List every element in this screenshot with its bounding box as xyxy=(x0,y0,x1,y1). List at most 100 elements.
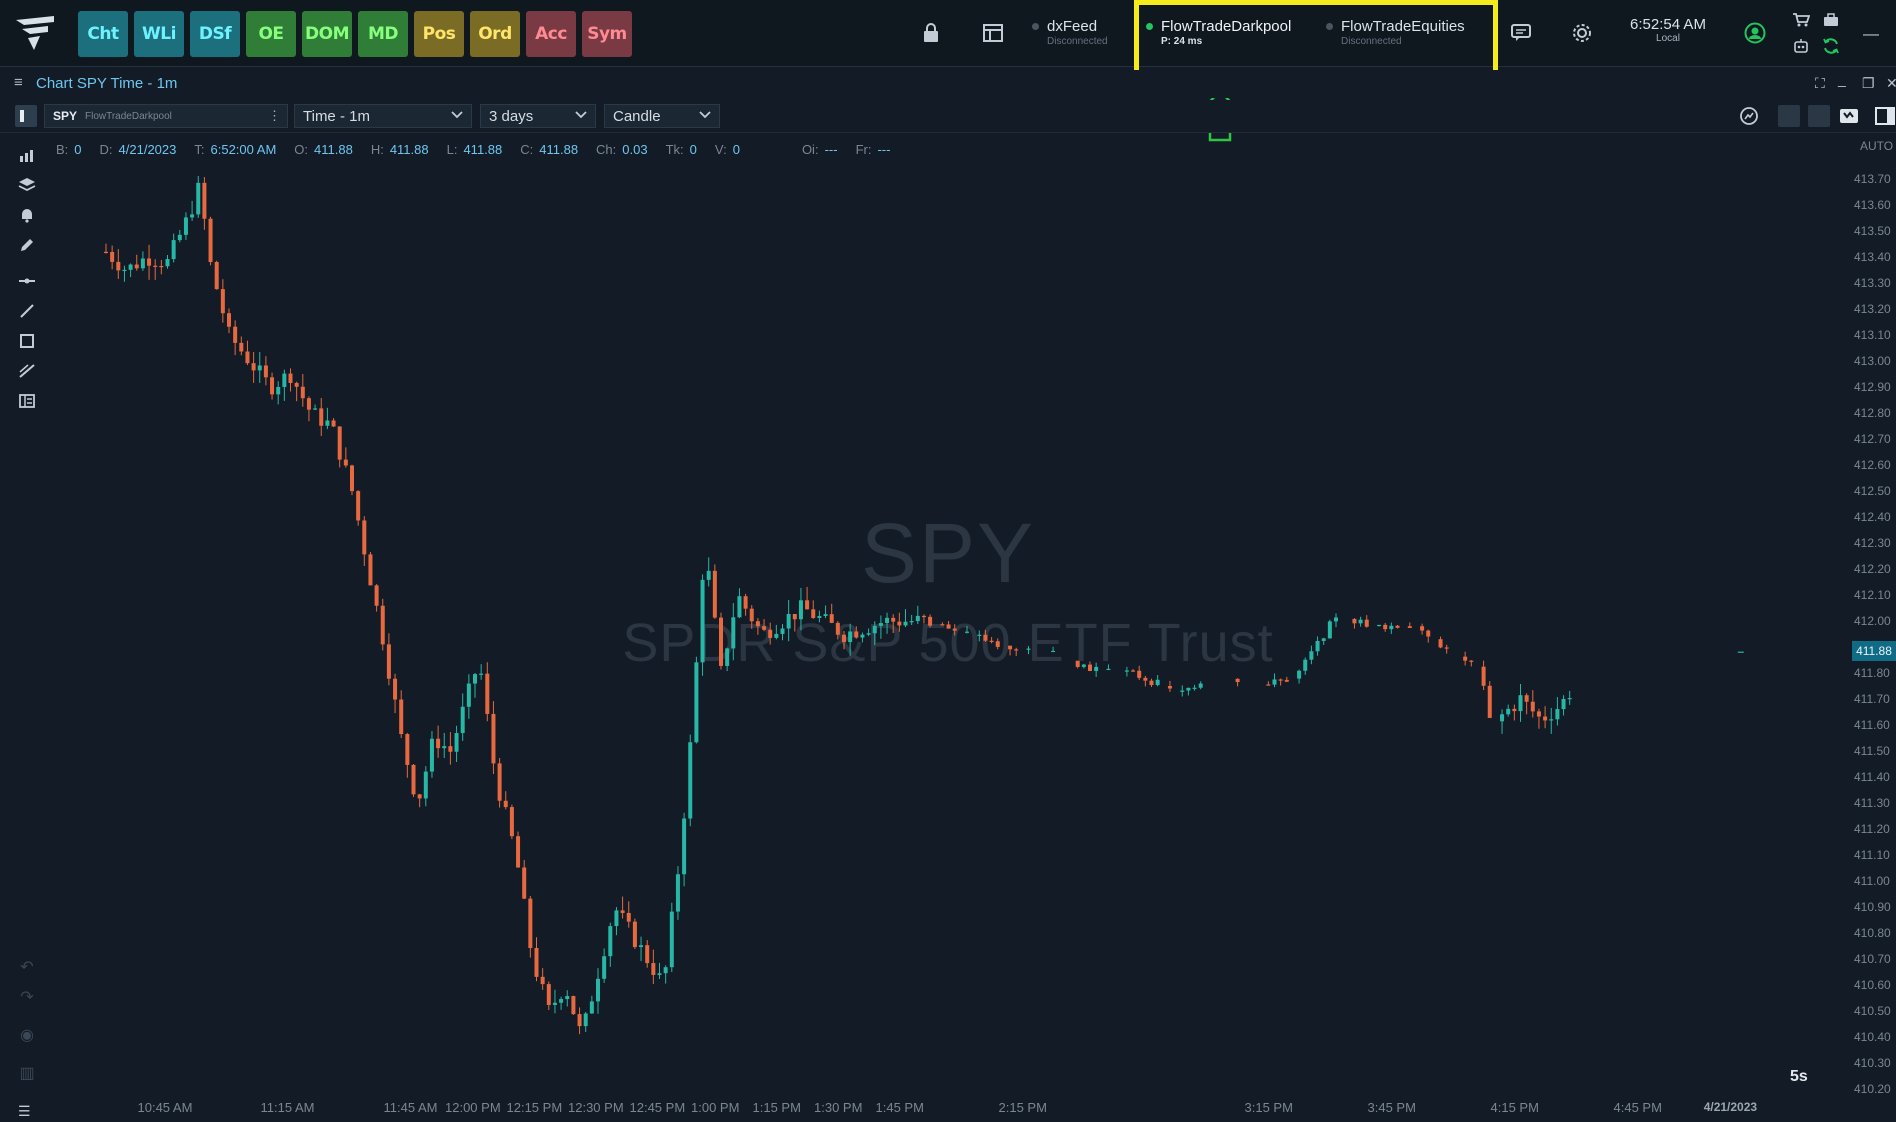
candle xyxy=(682,812,687,887)
range-dropdown[interactable]: 3 days xyxy=(480,104,596,128)
price-tick-label: 413.10 xyxy=(1854,328,1891,342)
time-tick-label: 1:15 PM xyxy=(752,1100,801,1115)
minimize-app-icon[interactable]: — xyxy=(1863,26,1879,43)
cup-icon[interactable] xyxy=(1808,105,1830,127)
template-icon[interactable] xyxy=(14,390,40,412)
candle xyxy=(577,1007,582,1035)
candle xyxy=(245,340,250,366)
restore-icon[interactable]: ❐ xyxy=(1862,75,1875,91)
grid-icon[interactable] xyxy=(1778,105,1800,127)
redo-icon[interactable]: ↷ xyxy=(20,989,34,1006)
candle xyxy=(565,990,570,1007)
chart-settings-icon[interactable] xyxy=(1838,105,1860,127)
gear-icon[interactable] xyxy=(1569,20,1595,46)
auto-scale-label[interactable]: AUTO xyxy=(1860,139,1894,153)
status-dot xyxy=(1146,23,1153,30)
price-tick-label: 413.60 xyxy=(1854,198,1891,212)
candle xyxy=(1549,707,1554,734)
candle xyxy=(608,922,613,967)
module-button-cht[interactable]: Cht xyxy=(78,11,128,57)
zoom-icon[interactable] xyxy=(1738,105,1760,127)
price-tick-label: 410.30 xyxy=(1854,1056,1891,1070)
module-button-pos[interactable]: Pos xyxy=(414,11,464,57)
candle xyxy=(921,614,926,624)
trash-icon[interactable]: ▥ xyxy=(19,1065,35,1082)
candle xyxy=(1198,681,1203,690)
briefcase-icon[interactable] xyxy=(1820,10,1842,30)
candle xyxy=(1124,666,1129,677)
feed-flowtradeequities[interactable]: FlowTradeEquities Disconnected xyxy=(1326,18,1465,47)
feed-flowtradedarkpool[interactable]: FlowTradeDarkpool P: 24 ms xyxy=(1146,18,1291,47)
ohlc-value: 0 xyxy=(732,142,740,157)
robot-icon[interactable] xyxy=(1790,36,1812,56)
menu-icon[interactable]: ≡ xyxy=(14,74,23,91)
candle xyxy=(891,614,896,634)
candle xyxy=(442,732,447,759)
candlestick-chart[interactable] xyxy=(46,134,1850,1094)
more-options-icon[interactable]: ⋮ xyxy=(268,108,281,123)
candle xyxy=(688,734,693,827)
candle xyxy=(1561,695,1566,716)
module-button-acc[interactable]: Acc xyxy=(526,11,576,57)
refresh-icon[interactable] xyxy=(1820,36,1842,56)
minimize-icon[interactable]: _ xyxy=(1838,71,1846,87)
cart-icon[interactable] xyxy=(1790,10,1812,30)
candle xyxy=(897,612,902,632)
ohlc-value: --- xyxy=(824,142,838,157)
ohlc-label: H: xyxy=(370,142,384,157)
time-tick-label: 1:00 PM xyxy=(691,1100,740,1115)
module-button-md[interactable]: MD xyxy=(358,11,408,57)
layout-icon[interactable] xyxy=(980,20,1006,46)
candle xyxy=(417,793,422,808)
module-button-sym[interactable]: Sym xyxy=(582,11,632,57)
lock-icon[interactable] xyxy=(918,20,944,46)
panel-toggle-icon[interactable] xyxy=(15,105,37,127)
price-tick-label: 412.50 xyxy=(1854,484,1891,498)
undo-icon[interactable]: ↶ xyxy=(20,959,34,976)
ohlc-label: B: xyxy=(56,142,69,157)
time-tick-label: 12:30 PM xyxy=(568,1100,624,1115)
chat-icon[interactable] xyxy=(1508,20,1534,46)
module-button-ord[interactable]: Ord xyxy=(470,11,520,57)
close-icon[interactable]: ✕ xyxy=(1886,75,1896,91)
timeframe-dropdown[interactable]: Time - 1m xyxy=(294,104,472,128)
candle xyxy=(940,622,945,626)
chart-style-dropdown[interactable]: Candle xyxy=(604,104,720,128)
ohlc-label: O: xyxy=(294,142,309,157)
horizontal-line-icon[interactable] xyxy=(14,270,40,292)
side-panel-icon[interactable] xyxy=(1874,105,1896,127)
price-tick-label: 410.70 xyxy=(1854,952,1891,966)
candle xyxy=(220,279,225,323)
rectangle-icon[interactable] xyxy=(14,330,40,352)
symbol-selector[interactable]: SPY FlowTradeDarkpool ⋮ xyxy=(44,104,288,128)
fibonacci-icon[interactable] xyxy=(14,360,40,382)
module-button-dsf[interactable]: DSf xyxy=(190,11,240,57)
candle xyxy=(104,243,108,254)
candle xyxy=(1334,613,1338,628)
layers-icon[interactable] xyxy=(14,174,40,196)
price-tick-label: 411.20 xyxy=(1854,822,1890,836)
price-tick-label: 413.30 xyxy=(1854,276,1891,290)
candle xyxy=(214,260,219,290)
price-axis[interactable]: 413.70 413.60 413.50 413.40 413.30 413.20 413.… xyxy=(1850,134,1896,1122)
trend-line-icon[interactable] xyxy=(14,300,40,322)
user-profile-icon[interactable] xyxy=(1742,20,1768,46)
module-button-dom[interactable]: DOM xyxy=(302,11,352,57)
candle xyxy=(380,598,385,651)
candle xyxy=(743,593,748,616)
module-button-oe[interactable]: OE xyxy=(246,11,296,57)
module-button-wli[interactable]: WLi xyxy=(134,11,184,57)
candle xyxy=(712,564,717,619)
account-label: FlowTradeDarkpool xyxy=(85,111,172,122)
fullscreen-icon[interactable]: ⛶ xyxy=(1815,75,1825,91)
indicator-icon[interactable] xyxy=(14,144,40,166)
candle xyxy=(153,259,158,280)
eye-icon[interactable]: ◉ xyxy=(20,1027,34,1044)
feed-dxfeed[interactable]: dxFeed Disconnected xyxy=(1032,18,1108,47)
candle xyxy=(872,621,877,646)
price-tick-label: 412.20 xyxy=(1854,562,1891,576)
alert-bell-icon[interactable] xyxy=(14,204,40,226)
pencil-icon[interactable] xyxy=(14,234,40,256)
candle xyxy=(1143,675,1148,687)
list-icon[interactable]: ☰ xyxy=(18,1103,31,1119)
